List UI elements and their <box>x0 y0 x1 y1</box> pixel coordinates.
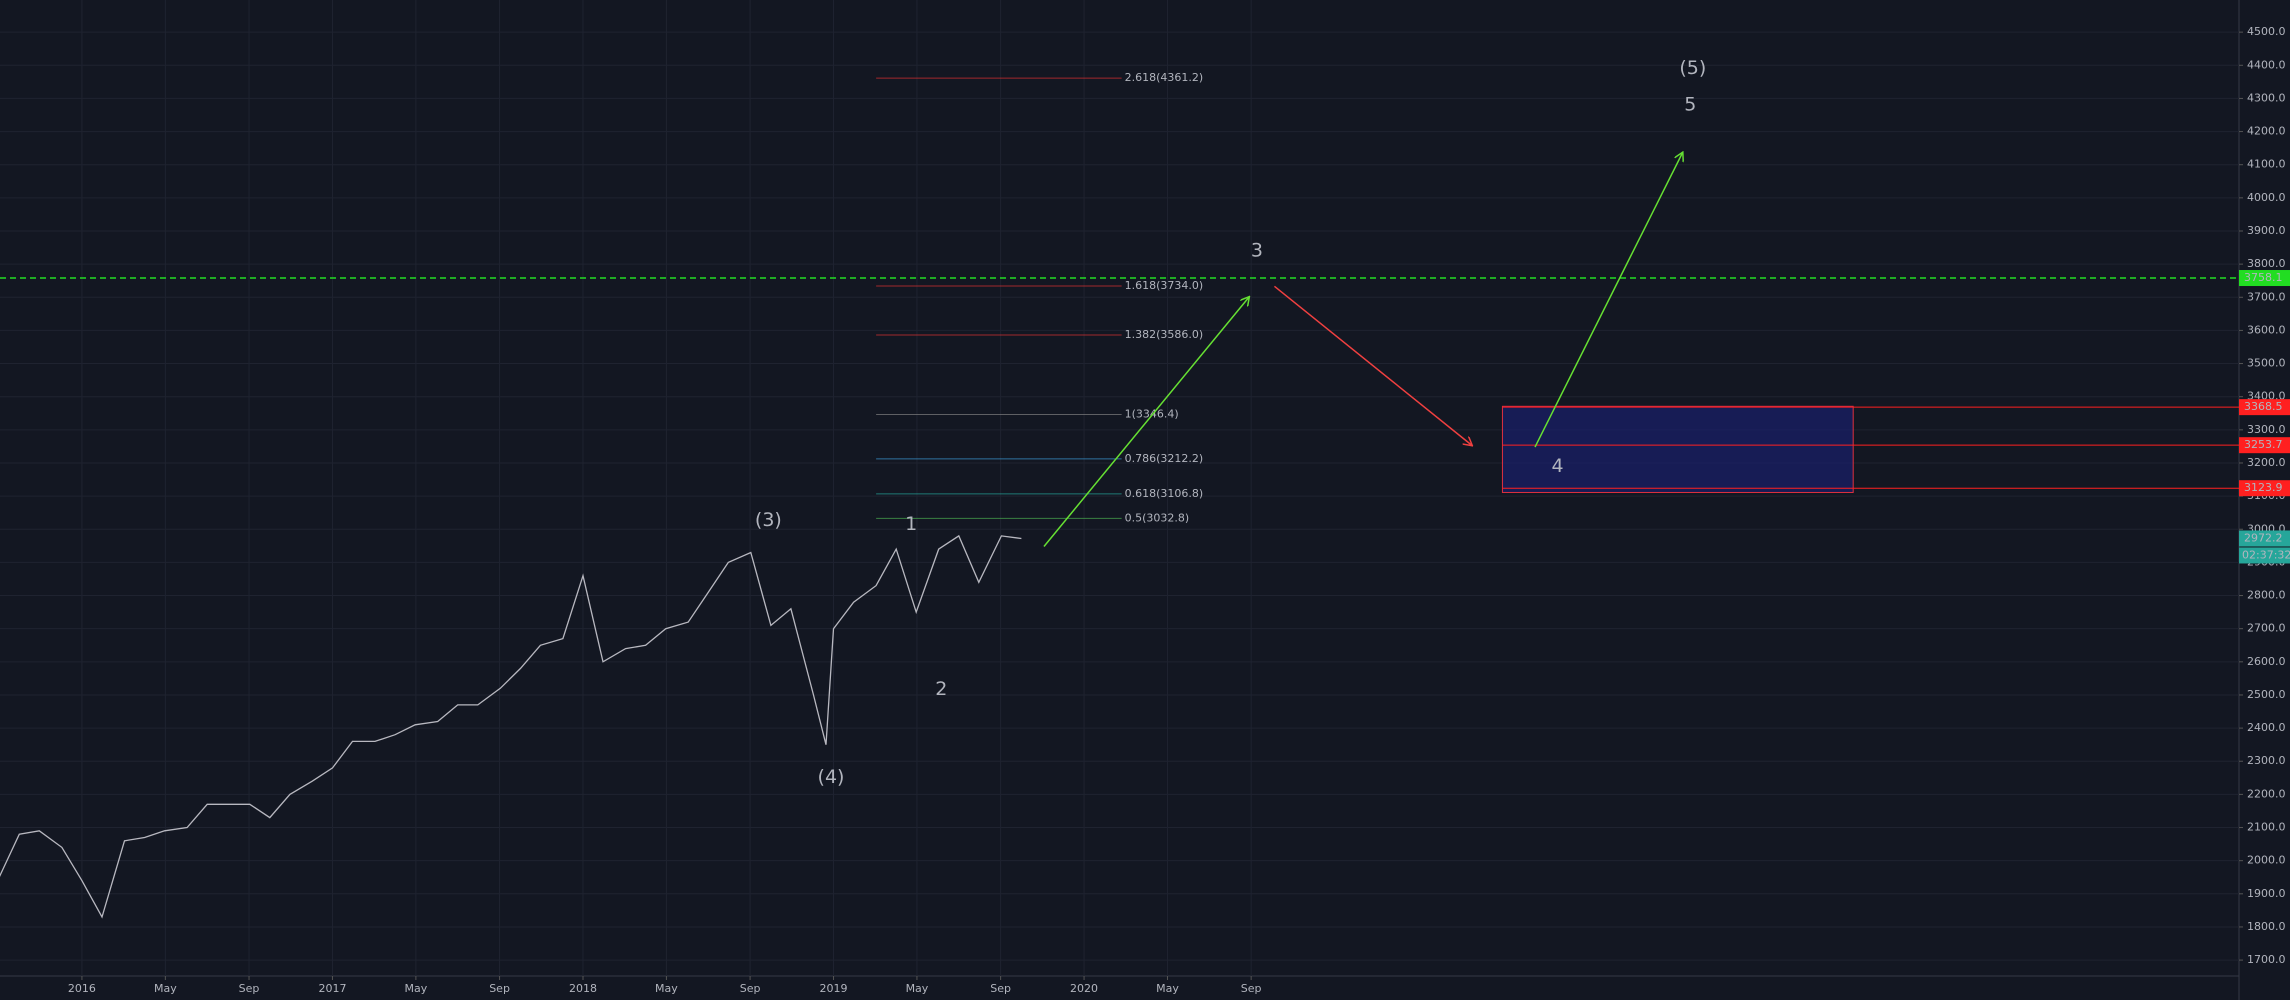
x-tick-label: May <box>1156 982 1179 995</box>
y-tick-label: 4400.0 <box>2247 58 2286 71</box>
last-price-tag <box>2239 530 2290 547</box>
y-tick-label: 2200.0 <box>2247 787 2286 800</box>
x-tick-label: May <box>906 982 929 995</box>
level-tag-label: 3368.5 <box>2244 400 2283 413</box>
y-tick-label: 4500.0 <box>2247 25 2286 38</box>
y-tick-label: 2100.0 <box>2247 821 2286 834</box>
fib-label: 0.786(3212.2) <box>1125 452 1204 465</box>
fib-label: 1.618(3734.0) <box>1125 279 1204 292</box>
x-tick-label: 2020 <box>1070 982 1098 995</box>
y-tick-label: 2500.0 <box>2247 688 2286 701</box>
x-tick-label: May <box>655 982 678 995</box>
y-tick-label: 1800.0 <box>2247 920 2286 933</box>
x-tick-label: 2019 <box>820 982 848 995</box>
fib-label: 0.618(3106.8) <box>1125 487 1204 500</box>
wave-label: (5) <box>1679 57 1706 79</box>
wave-label: 3 <box>1251 240 1263 262</box>
y-tick-label: 3200.0 <box>2247 456 2286 469</box>
y-tick-label: 2700.0 <box>2247 622 2286 635</box>
y-tick-label: 2600.0 <box>2247 655 2286 668</box>
y-tick-label: 2000.0 <box>2247 854 2286 867</box>
wave-label: (4) <box>818 766 845 788</box>
fib-label: 1.382(3586.0) <box>1125 328 1204 341</box>
wave-label: 4 <box>1552 455 1564 477</box>
x-tick-label: Sep <box>239 982 260 995</box>
x-tick-label: 2017 <box>318 982 346 995</box>
level-tag <box>2239 480 2290 497</box>
x-tick-label: Sep <box>1241 982 1262 995</box>
y-tick-label: 1700.0 <box>2247 953 2286 966</box>
projection-arrow <box>1043 297 1249 547</box>
level-tag <box>2239 437 2290 454</box>
y-tick-label: 3500.0 <box>2247 357 2286 370</box>
y-tick-label: 4100.0 <box>2247 158 2286 171</box>
y-tick-label: 3700.0 <box>2247 290 2286 303</box>
level-tag <box>2239 399 2290 416</box>
fib-label: 0.5(3032.8) <box>1125 511 1190 524</box>
x-tick-label: May <box>154 982 177 995</box>
x-tick-label: May <box>405 982 428 995</box>
price-line <box>0 534 1022 919</box>
level-tag <box>2239 270 2290 287</box>
projection-arrow <box>1273 285 1472 445</box>
level-tag-label: 3758.1 <box>2244 271 2283 284</box>
fib-label: 1(3346.4) <box>1125 407 1179 420</box>
y-tick-label: 4300.0 <box>2247 91 2286 104</box>
last-price-label: 2972.2 <box>2244 531 2283 544</box>
y-tick-label: 3300.0 <box>2247 423 2286 436</box>
countdown-tag <box>2239 547 2290 564</box>
wave-label: 5 <box>1684 94 1696 116</box>
fib-label: 2.618(4361.2) <box>1125 71 1204 84</box>
level-tag-label: 3253.7 <box>2244 438 2283 451</box>
y-tick-label: 3600.0 <box>2247 323 2286 336</box>
wave-label: 1 <box>905 513 917 535</box>
y-tick-label: 2300.0 <box>2247 754 2286 767</box>
wave-label: 2 <box>935 678 947 700</box>
y-tick-label: 2800.0 <box>2247 589 2286 602</box>
x-tick-label: 2018 <box>569 982 597 995</box>
projection-arrow <box>1534 152 1683 448</box>
y-tick-label: 4200.0 <box>2247 125 2286 138</box>
x-tick-label: Sep <box>990 982 1011 995</box>
y-tick-label: 4000.0 <box>2247 191 2286 204</box>
target-box <box>1501 405 1854 493</box>
y-tick-label: 1900.0 <box>2247 887 2286 900</box>
countdown-label: 02:37:32 <box>2242 548 2290 561</box>
x-tick-label: Sep <box>740 982 761 995</box>
x-tick-label: 2016 <box>68 982 96 995</box>
level-tag-label: 3123.9 <box>2244 481 2283 494</box>
y-tick-label: 2400.0 <box>2247 721 2286 734</box>
y-tick-label: 3800.0 <box>2247 257 2286 270</box>
x-tick-label: Sep <box>489 982 510 995</box>
wave-label: (3) <box>755 509 782 531</box>
y-tick-label: 3900.0 <box>2247 224 2286 237</box>
